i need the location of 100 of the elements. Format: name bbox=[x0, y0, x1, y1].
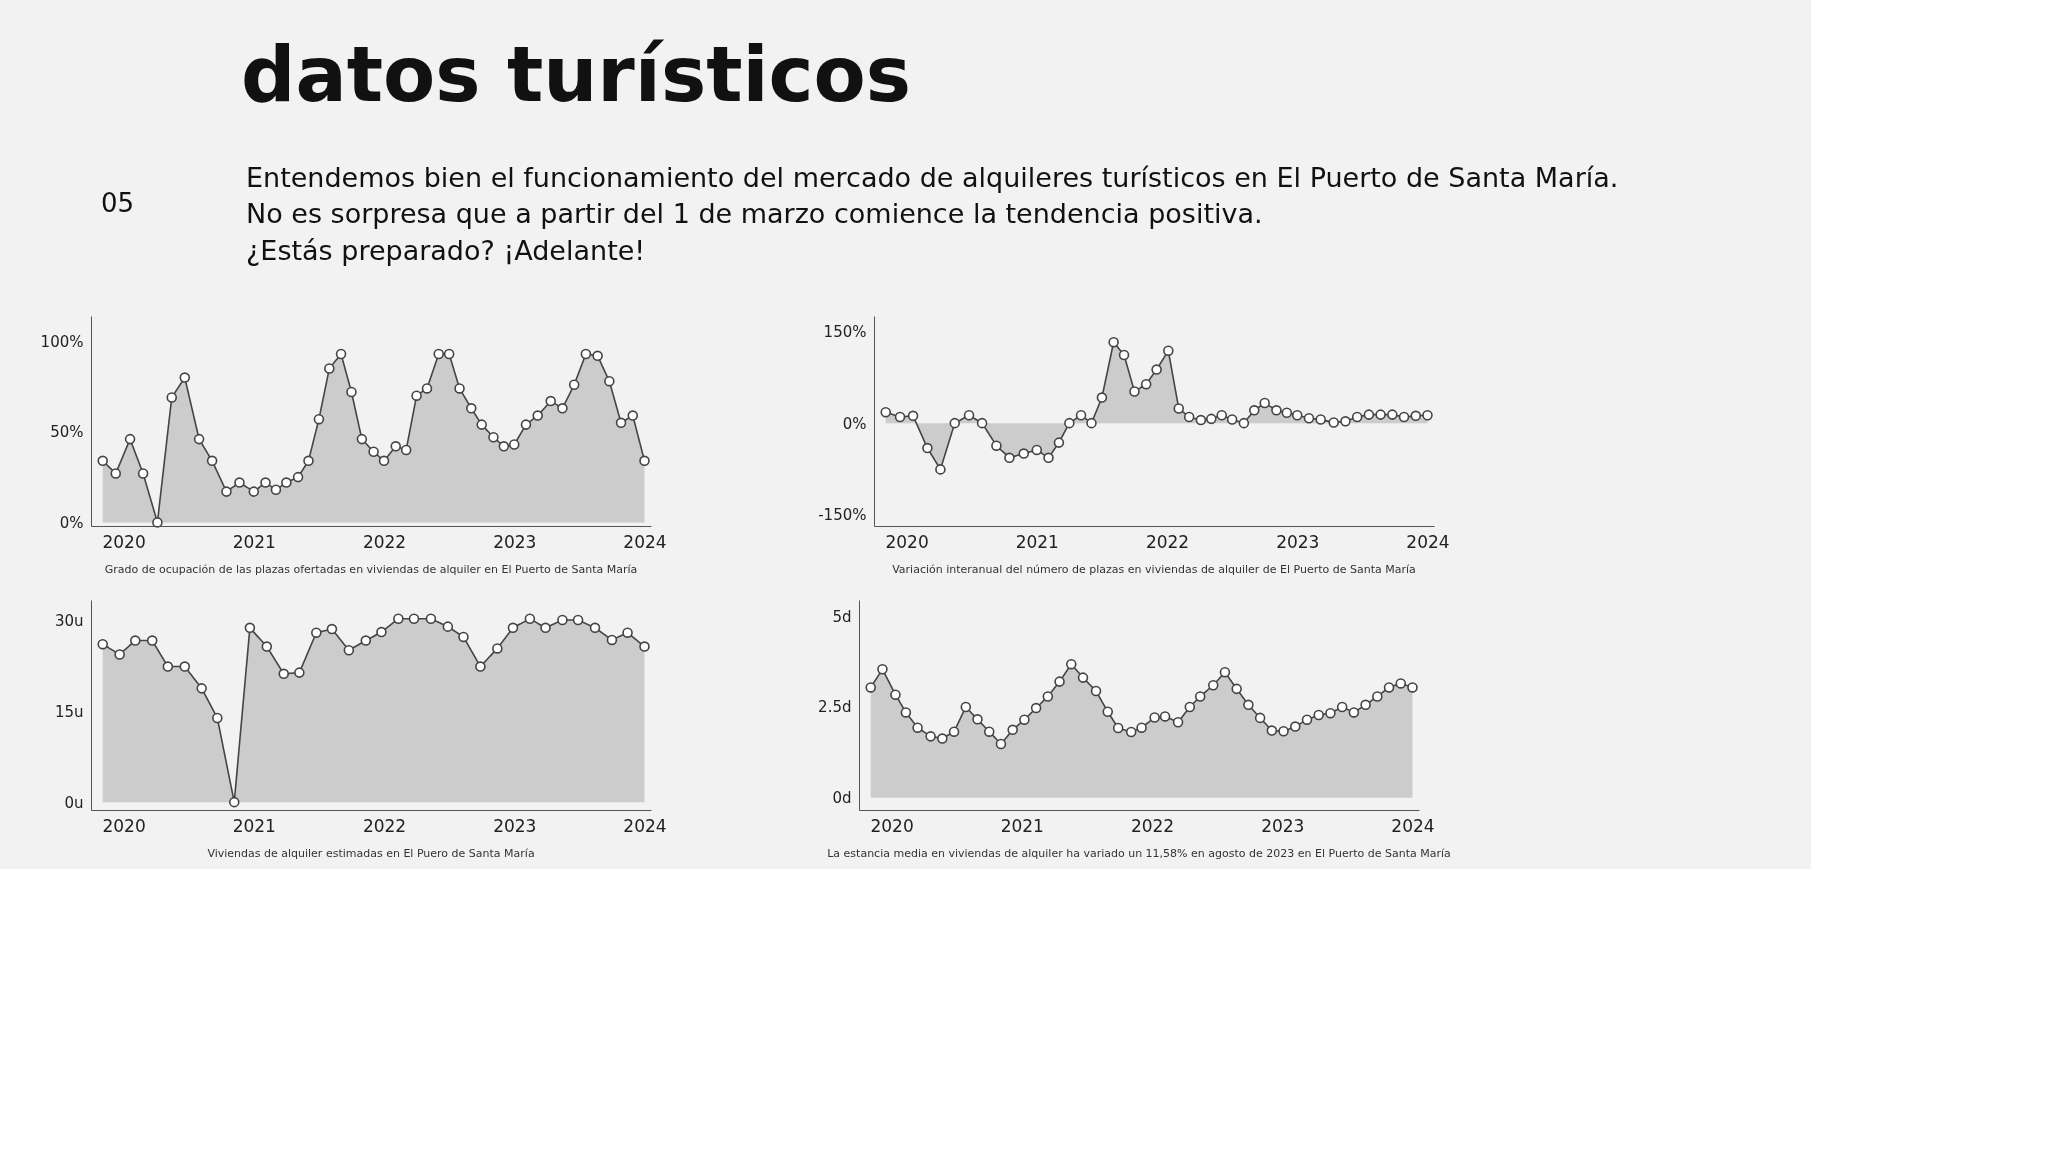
point bbox=[1102, 706, 1114, 717]
point bbox=[313, 413, 325, 425]
point bbox=[900, 707, 912, 718]
point bbox=[925, 731, 936, 742]
text: Entendemos bien el funcionamiento del mercado de alquileres turísticos en El Puerto de Santa María. No es sorpresa que a partir del 1 de marzo comience la tendencia positiva. ¿Estás preparado? ¡Adelante! bbox=[246, 162, 1619, 266]
point bbox=[880, 406, 891, 418]
x-tick-label: 2021 bbox=[232, 531, 276, 552]
point bbox=[166, 392, 178, 403]
y-tick-label: 5d bbox=[832, 607, 852, 626]
point bbox=[1086, 417, 1097, 429]
point bbox=[408, 613, 420, 625]
point bbox=[228, 796, 240, 808]
point bbox=[1375, 409, 1386, 420]
point bbox=[532, 410, 543, 421]
point bbox=[907, 410, 919, 422]
point bbox=[1351, 411, 1363, 423]
x-tick-label: 2023 bbox=[493, 815, 537, 836]
point bbox=[1266, 725, 1278, 736]
x-tick-label: 2022 bbox=[1130, 815, 1175, 836]
text: Grado de ocupación de las plazas ofertadas en viviendas de alquiler en El Puerto de Santa María bbox=[104, 563, 638, 576]
point bbox=[960, 701, 972, 713]
point bbox=[425, 613, 437, 625]
point bbox=[1173, 403, 1185, 414]
point bbox=[615, 417, 627, 429]
x-tick-label: 2023 bbox=[1261, 815, 1305, 836]
point bbox=[865, 682, 876, 693]
y-tick-label: 50% bbox=[50, 423, 84, 442]
point bbox=[1207, 679, 1219, 691]
point bbox=[983, 726, 995, 737]
point bbox=[433, 348, 444, 360]
point bbox=[234, 477, 245, 488]
y-tick-label: 0d bbox=[832, 789, 852, 808]
point bbox=[343, 644, 355, 656]
point bbox=[376, 626, 387, 638]
y-tick-label: 30u bbox=[54, 612, 84, 631]
point bbox=[1281, 407, 1293, 419]
point bbox=[1184, 701, 1196, 713]
point bbox=[162, 661, 174, 672]
point bbox=[572, 614, 584, 626]
point bbox=[1383, 682, 1395, 693]
point bbox=[1259, 397, 1270, 409]
x-tick-label: 2022 bbox=[362, 531, 407, 552]
point bbox=[1118, 349, 1130, 361]
point bbox=[1004, 452, 1015, 464]
point bbox=[124, 433, 136, 445]
point bbox=[179, 372, 191, 383]
point bbox=[1315, 414, 1326, 425]
y-tick-label: 2.5d bbox=[818, 698, 852, 717]
point bbox=[877, 664, 888, 675]
point bbox=[507, 622, 519, 634]
point bbox=[1112, 722, 1124, 734]
point bbox=[146, 635, 158, 646]
point bbox=[1360, 699, 1371, 711]
point bbox=[411, 390, 422, 401]
point bbox=[193, 433, 205, 445]
point bbox=[1407, 682, 1418, 693]
point bbox=[492, 643, 503, 654]
point bbox=[1172, 716, 1184, 728]
point bbox=[963, 409, 975, 421]
x-tick-label: 2023 bbox=[493, 531, 537, 552]
point bbox=[508, 439, 520, 450]
point bbox=[1183, 411, 1195, 423]
point bbox=[1238, 417, 1250, 429]
y-tick-label: -150% bbox=[818, 505, 867, 524]
point bbox=[1090, 685, 1102, 697]
point bbox=[294, 667, 305, 678]
point bbox=[890, 689, 901, 700]
point bbox=[458, 631, 469, 643]
point bbox=[221, 486, 232, 497]
point bbox=[639, 641, 650, 652]
point bbox=[1195, 414, 1207, 426]
point bbox=[260, 477, 271, 488]
x-tick-label: 2023 bbox=[1276, 531, 1320, 552]
point bbox=[540, 622, 551, 634]
point bbox=[557, 614, 568, 626]
point bbox=[1075, 409, 1087, 421]
point bbox=[1219, 666, 1231, 678]
text: datos turísticos bbox=[241, 30, 912, 119]
point bbox=[1410, 410, 1422, 422]
y-tick-label: 0% bbox=[842, 414, 867, 433]
x-tick-label: 2024 bbox=[1406, 531, 1450, 552]
point bbox=[948, 726, 960, 737]
point bbox=[206, 455, 218, 467]
x-tick-label: 2022 bbox=[362, 815, 407, 836]
point bbox=[1231, 683, 1242, 695]
y-tick-label: 15u bbox=[54, 702, 84, 721]
point bbox=[1096, 392, 1108, 403]
point bbox=[1031, 444, 1043, 456]
point bbox=[935, 464, 946, 475]
point bbox=[1398, 411, 1410, 423]
point bbox=[378, 455, 390, 467]
point bbox=[604, 375, 615, 387]
point bbox=[244, 622, 256, 634]
point bbox=[1271, 405, 1282, 416]
point bbox=[390, 441, 402, 452]
point bbox=[1030, 702, 1042, 714]
point bbox=[466, 403, 477, 414]
point bbox=[356, 433, 368, 445]
point bbox=[400, 444, 412, 456]
point bbox=[368, 446, 379, 458]
